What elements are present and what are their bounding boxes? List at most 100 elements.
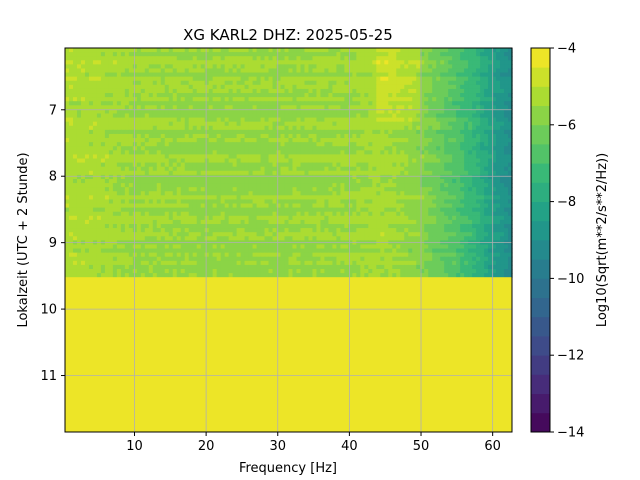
heatmap-cell (464, 219, 469, 225)
heatmap-cell (344, 138, 349, 143)
heatmap-cell (432, 129, 437, 135)
heatmap-cell (244, 80, 250, 86)
heatmap-cell (92, 121, 98, 127)
heatmap-cell (460, 88, 465, 94)
heatmap-cell (192, 129, 198, 135)
heatmap-cell (156, 154, 162, 160)
heatmap-cell (140, 93, 146, 98)
heatmap-cell (176, 191, 182, 196)
heatmap-cell (344, 60, 349, 65)
heatmap-cell (264, 142, 270, 147)
heatmap-cell (396, 125, 401, 131)
heatmap-cell (228, 203, 234, 209)
heatmap-cell (108, 138, 114, 143)
heatmap-cell (280, 76, 286, 82)
heatmap-cell (284, 93, 290, 98)
heatmap-cell (456, 199, 461, 205)
heatmap-cell (136, 187, 142, 192)
heatmap-cell (320, 187, 326, 192)
heatmap-cell (384, 191, 389, 196)
heatmap-cell (124, 72, 130, 78)
heatmap-cell (212, 138, 218, 143)
heatmap-cell (188, 117, 194, 123)
heatmap-cell (416, 162, 421, 168)
heatmap-cell (96, 93, 102, 98)
heatmap-cell (188, 129, 194, 135)
heatmap-cell (148, 101, 154, 106)
heatmap-cell (484, 101, 489, 106)
heatmap-cell (496, 125, 501, 131)
heatmap-cell (484, 154, 489, 160)
heatmap-cell (456, 174, 461, 180)
heatmap-cell (192, 72, 198, 78)
heatmap-cell (104, 162, 110, 168)
heatmap-cell (496, 72, 501, 78)
heatmap-cell (304, 125, 310, 131)
heatmap-cell (65, 68, 70, 74)
heatmap-cell (340, 56, 345, 61)
heatmap-cell (128, 97, 134, 102)
heatmap-cell (504, 48, 509, 53)
heatmap-cell (320, 101, 326, 106)
heatmap-cell (508, 150, 513, 156)
heatmap-cell (444, 56, 449, 61)
heatmap-cell (140, 170, 146, 176)
heatmap-cell (116, 72, 122, 78)
heatmap-cell (260, 224, 266, 229)
heatmap-cell (448, 129, 453, 135)
heatmap-cell (340, 207, 345, 213)
heatmap-cell (96, 133, 102, 139)
heatmap-cell (336, 142, 341, 147)
heatmap-cell (508, 93, 513, 98)
heatmap-cell (408, 109, 413, 115)
heatmap-cell (200, 105, 206, 110)
heatmap-cell (352, 215, 357, 221)
heatmap-cell (392, 121, 397, 127)
heatmap-cell (408, 203, 413, 209)
heatmap-cell (464, 48, 469, 53)
heatmap-cell (376, 109, 381, 115)
heatmap-cell (416, 125, 421, 131)
heatmap-cell (400, 203, 405, 209)
heatmap-cell (136, 68, 142, 74)
heatmap-cell (280, 60, 286, 65)
heatmap-cell (316, 215, 322, 221)
heatmap-cell (272, 129, 278, 135)
heatmap-cell (256, 133, 262, 139)
heatmap-cell (304, 191, 310, 196)
heatmap-cell (120, 183, 126, 188)
heatmap-cell (256, 121, 262, 127)
heatmap-cell (428, 138, 433, 143)
heatmap-cell (212, 224, 218, 229)
heatmap-cell (232, 170, 238, 176)
heatmap-cell (336, 207, 341, 213)
heatmap-cell (256, 207, 262, 213)
heatmap-cell (196, 138, 202, 143)
heatmap-cell (468, 195, 473, 201)
heatmap-cell (108, 146, 114, 151)
heatmap-cell (440, 170, 445, 176)
heatmap-cell (220, 68, 226, 74)
heatmap-cell (144, 113, 150, 119)
heatmap-cell (180, 109, 186, 115)
heatmap-cell (144, 101, 150, 106)
heatmap-cell (356, 76, 361, 82)
heatmap-cell (172, 60, 178, 65)
heatmap-cell (232, 48, 238, 53)
heatmap-cell (284, 80, 290, 86)
heatmap-cell (388, 154, 393, 160)
heatmap-cell (352, 219, 357, 225)
heatmap-cell (428, 207, 433, 213)
heatmap-cell (300, 76, 306, 82)
heatmap-cell (424, 199, 429, 205)
heatmap-cell (168, 101, 174, 106)
heatmap-cell (448, 101, 453, 106)
heatmap-cell (136, 219, 142, 225)
heatmap-cell (292, 191, 298, 196)
heatmap-cell (264, 64, 270, 70)
heatmap-cell (124, 93, 130, 98)
heatmap-cell (320, 142, 326, 147)
heatmap-cell (96, 158, 102, 164)
heatmap-cell (456, 101, 461, 106)
heatmap-cell (464, 191, 469, 196)
